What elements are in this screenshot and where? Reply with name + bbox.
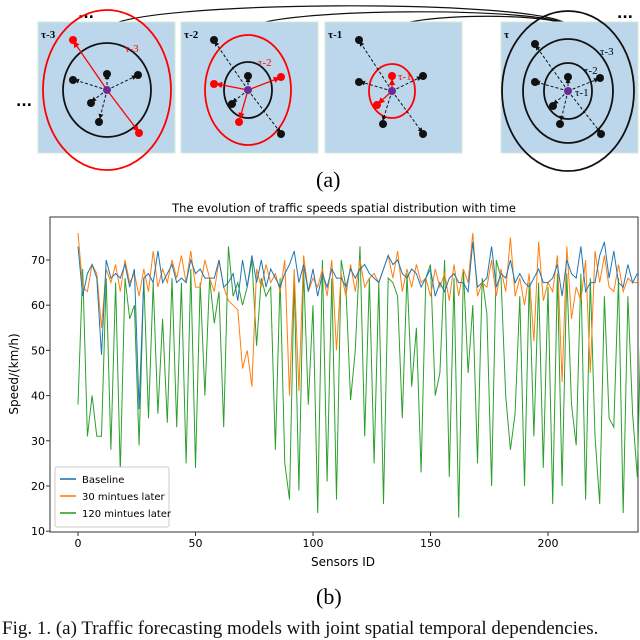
series-line-baseline: [77, 241, 638, 410]
chart-title: The evolution of traffic speeds spatial …: [171, 201, 516, 215]
x-tick-label: 0: [75, 537, 82, 550]
legend: Baseline 30 mintues later 120 mintues late…: [54, 466, 172, 528]
sublabel-a: (a): [316, 167, 340, 192]
center-node: [564, 87, 572, 95]
ring-label: τ-3: [600, 46, 614, 58]
y-axis-label: Speed/(km/h): [7, 333, 21, 414]
y-tick-label: 60: [31, 299, 45, 312]
center-node: [388, 87, 396, 95]
panel-label: τ: [504, 29, 509, 41]
y-tick-label: 40: [31, 390, 45, 403]
ellipsis-left: ...: [16, 94, 32, 110]
x-tick-label: 100: [303, 537, 324, 550]
speed-chart: The evolution of traffic speeds spatial …: [7, 201, 640, 569]
y-tick-label: 20: [31, 480, 45, 493]
y-tick-label: 50: [31, 344, 45, 357]
x-axis-label: Sensors ID: [311, 555, 375, 569]
y-tick-label: 70: [31, 254, 45, 267]
panel-label: τ-2: [184, 29, 199, 41]
ellipsis-top-right: ...: [617, 6, 633, 22]
panel-tau: τ τ-3 τ-2 τ-1: [500, 10, 639, 172]
y-tick-label: 10: [31, 525, 45, 538]
panel-tau-3: τ-3 τ-3: [37, 9, 176, 171]
temporal-diagram: ... ... ... τ-3 τ-3 τ-2: [16, 5, 639, 172]
x-tick-label: 150: [420, 537, 441, 550]
center-node: [103, 86, 111, 94]
y-tick-label: 30: [31, 435, 45, 448]
x-tick-label: 50: [189, 537, 203, 550]
legend-label: Baseline: [82, 475, 124, 486]
panel-label: τ-1: [328, 29, 342, 41]
axis-ticks: 0 50 100 150 200 10 20 30 40 50 60 70: [31, 254, 559, 550]
x-tick-label: 200: [538, 537, 559, 550]
legend-label: 120 mintues later: [82, 509, 172, 520]
panel-tau-2: τ-2 τ-2: [180, 21, 319, 154]
panel-tau-1: τ-1 τ-1: [324, 21, 463, 154]
ring-label: τ-1: [398, 71, 412, 83]
center-node: [244, 86, 252, 94]
ring-label: τ-2: [258, 57, 272, 69]
legend-label: 30 mintues later: [82, 492, 166, 503]
series-line-30: [77, 232, 638, 396]
series-lines: [77, 232, 640, 518]
figure-caption: Fig. 1. (a) Traffic forecasting models w…: [2, 618, 599, 639]
ring-label: τ-1: [575, 87, 589, 99]
ring-label: τ-2: [584, 65, 598, 77]
plot-area: [49, 216, 639, 533]
panel-label: τ-3: [41, 29, 56, 41]
ring-label: τ-3: [125, 43, 139, 55]
sublabel-b: (b): [316, 584, 342, 609]
